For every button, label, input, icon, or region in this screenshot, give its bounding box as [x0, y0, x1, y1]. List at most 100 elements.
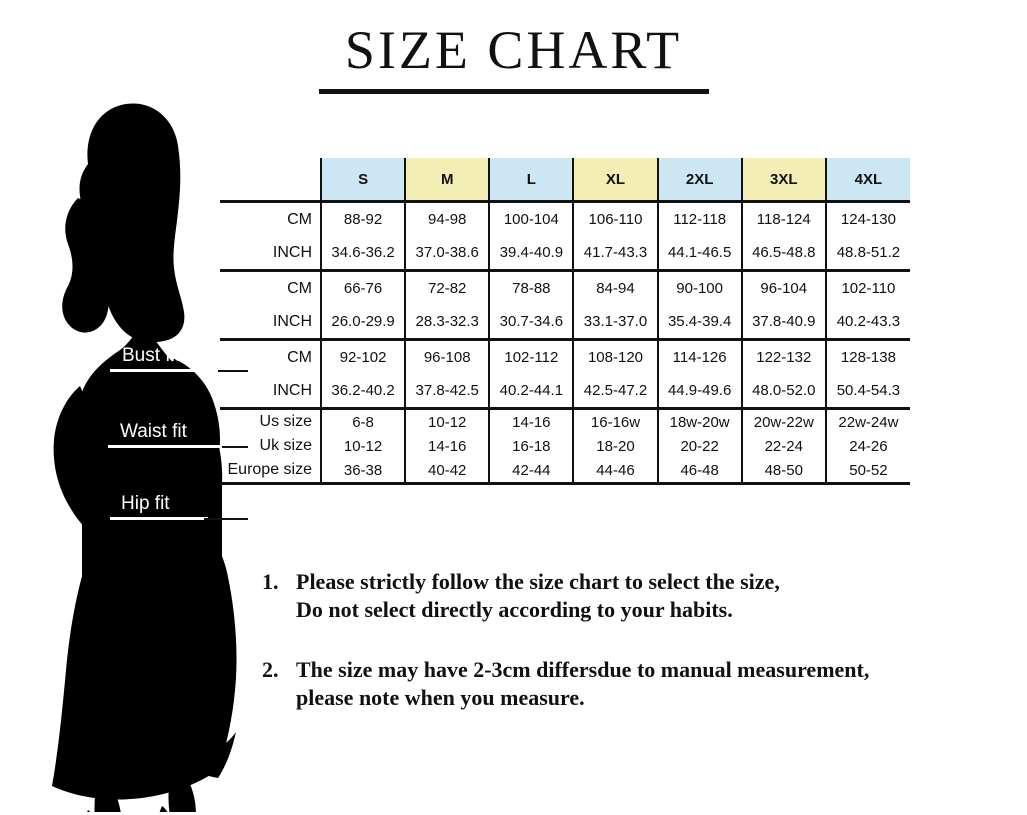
row-label-hip-inch: INCH [220, 374, 321, 410]
cell-us-xl: 16-16w [572, 408, 658, 434]
bust-fit-label: Bust fit [122, 345, 181, 366]
waist-fit-leader-line [222, 446, 248, 448]
cell-eu-4xl: 50-52 [824, 458, 910, 485]
silhouette-svg [52, 103, 237, 812]
table-row: Us size 6-8 10-12 14-16 16-16w 18w-20w 2… [220, 408, 910, 434]
table-row: INCH 36.2-40.2 37.8-42.5 40.2-44.1 42.5-… [220, 374, 910, 410]
cell-waist-cm-2xl: 90-100 [656, 270, 742, 305]
note-item-1: 1. Please strictly follow the size chart… [262, 568, 1007, 624]
table-row: CM 92-102 96-108 102-112 108-120 114-126… [220, 339, 910, 374]
table-row: Uk size 10-12 14-16 16-18 18-20 20-22 22… [220, 434, 910, 458]
cell-uk-l: 16-18 [488, 434, 574, 458]
size-chart-table: S M L XL 2XL 3XL 4XL CM 88-92 94-98 100-… [220, 158, 910, 485]
column-header-s: S [319, 158, 406, 203]
note-line: please note when you measure. [296, 685, 585, 711]
table-row: Europe size 36-38 40-42 42-44 44-46 46-4… [220, 458, 910, 485]
cell-hip-cm-l: 102-112 [488, 339, 574, 374]
cell-bust-inch-xl: 41.7-43.3 [572, 236, 658, 272]
row-label-waist-cm: CM [287, 279, 312, 297]
cell-hip-inch-s: 36.2-40.2 [319, 374, 406, 410]
cell-eu-s: 36-38 [319, 458, 406, 485]
hip-fit-leader-line [204, 518, 248, 520]
cell-bust-cm-2xl: 112-118 [656, 201, 742, 236]
cell-bust-inch-l: 39.4-40.9 [488, 236, 574, 272]
title-block: SIZE CHART [0, 22, 1027, 94]
cell-us-m: 10-12 [404, 408, 490, 434]
cell-bust-cm-3xl: 118-124 [740, 201, 826, 236]
cell-bust-cm-l: 100-104 [488, 201, 574, 236]
row-label-bust-inch: INCH [220, 236, 321, 272]
column-header-xl: XL [572, 158, 658, 203]
page-title: SIZE CHART [344, 20, 683, 80]
cell-waist-cm-m: 72-82 [404, 270, 490, 305]
notes-section: 1. Please strictly follow the size chart… [262, 568, 1007, 745]
cell-waist-inch-m: 28.3-32.3 [404, 305, 490, 341]
cell-uk-s: 10-12 [319, 434, 406, 458]
row-label-waist-inch: INCH [220, 305, 321, 341]
cell-hip-inch-l: 40.2-44.1 [488, 374, 574, 410]
cell-waist-inch-2xl: 35.4-39.4 [656, 305, 742, 341]
cell-hip-inch-2xl: 44.9-49.6 [656, 374, 742, 410]
cell-bust-inch-4xl: 48.8-51.2 [824, 236, 910, 272]
cell-uk-4xl: 24-26 [824, 434, 910, 458]
cell-uk-2xl: 20-22 [656, 434, 742, 458]
table-row: INCH 34.6-36.2 37.0-38.6 39.4-40.9 41.7-… [220, 236, 910, 272]
cell-bust-inch-s: 34.6-36.2 [319, 236, 406, 272]
cell-waist-inch-3xl: 37.8-40.9 [740, 305, 826, 341]
note-number-2: 2. [262, 657, 279, 683]
cell-hip-inch-m: 37.8-42.5 [404, 374, 490, 410]
cell-waist-cm-4xl: 102-110 [824, 270, 910, 305]
cell-us-3xl: 20w-22w [740, 408, 826, 434]
size-chart-table-container: S M L XL 2XL 3XL 4XL CM 88-92 94-98 100-… [220, 158, 910, 485]
cell-bust-cm-xl: 106-110 [572, 201, 658, 236]
cell-waist-cm-l: 78-88 [488, 270, 574, 305]
column-header-2xl: 2XL [656, 158, 742, 203]
note-body-1: Please strictly follow the size chart to… [296, 568, 1007, 624]
cell-waist-inch-s: 26.0-29.9 [319, 305, 406, 341]
cell-waist-inch-l: 30.7-34.6 [488, 305, 574, 341]
cell-hip-cm-xl: 108-120 [572, 339, 658, 374]
cell-us-s: 6-8 [319, 408, 406, 434]
bust-fit-leader-line [218, 370, 248, 372]
cell-eu-2xl: 46-48 [656, 458, 742, 485]
cell-bust-cm-m: 94-98 [404, 201, 490, 236]
table-row: INCH 26.0-29.9 28.3-32.3 30.7-34.6 33.1-… [220, 305, 910, 341]
title-underline-rule [318, 88, 709, 94]
bust-fit-rule [110, 369, 222, 372]
cell-waist-inch-xl: 33.1-37.0 [572, 305, 658, 341]
cell-uk-m: 14-16 [404, 434, 490, 458]
waist-fit-label: Waist fit [120, 421, 187, 442]
woman-silhouette-illustration: Bust fit Waist fit Hip fit [22, 86, 272, 812]
column-header-m: M [404, 158, 490, 203]
row-label-hip-cm: CM [287, 348, 312, 366]
header-corner-cell [220, 158, 321, 203]
row-label-europe-size: Europe size [220, 458, 321, 485]
cell-eu-l: 42-44 [488, 458, 574, 485]
hip-fit-rule [110, 517, 208, 520]
cell-hip-inch-4xl: 50.4-54.3 [824, 374, 910, 410]
cell-hip-inch-xl: 42.5-47.2 [572, 374, 658, 410]
note-line: Please strictly follow the size chart to… [296, 569, 780, 594]
cell-bust-inch-m: 37.0-38.6 [404, 236, 490, 272]
note-item-2: 2. The size may have 2-3cm differsdue to… [262, 656, 1007, 712]
waist-fit-rule [108, 445, 226, 448]
table-row: CM 88-92 94-98 100-104 106-110 112-118 1… [220, 201, 910, 236]
cell-hip-inch-3xl: 48.0-52.0 [740, 374, 826, 410]
row-label-bust-cm: CM [287, 210, 312, 228]
cell-eu-xl: 44-46 [572, 458, 658, 485]
column-header-3xl: 3XL [740, 158, 826, 203]
cell-uk-3xl: 22-24 [740, 434, 826, 458]
cell-waist-cm-3xl: 96-104 [740, 270, 826, 305]
cell-hip-cm-2xl: 114-126 [656, 339, 742, 374]
cell-bust-inch-2xl: 44.1-46.5 [656, 236, 742, 272]
table-row: CM 66-76 72-82 78-88 84-94 90-100 96-104… [220, 270, 910, 305]
cell-hip-cm-3xl: 122-132 [740, 339, 826, 374]
cell-bust-cm-s: 88-92 [319, 201, 406, 236]
cell-hip-cm-4xl: 128-138 [824, 339, 910, 374]
hip-fit-label: Hip fit [121, 493, 170, 514]
cell-us-4xl: 22w-24w [824, 408, 910, 434]
cell-waist-cm-xl: 84-94 [572, 270, 658, 305]
note-number-1: 1. [262, 569, 279, 594]
cell-us-2xl: 18w-20w [656, 408, 742, 434]
cell-uk-xl: 18-20 [572, 434, 658, 458]
